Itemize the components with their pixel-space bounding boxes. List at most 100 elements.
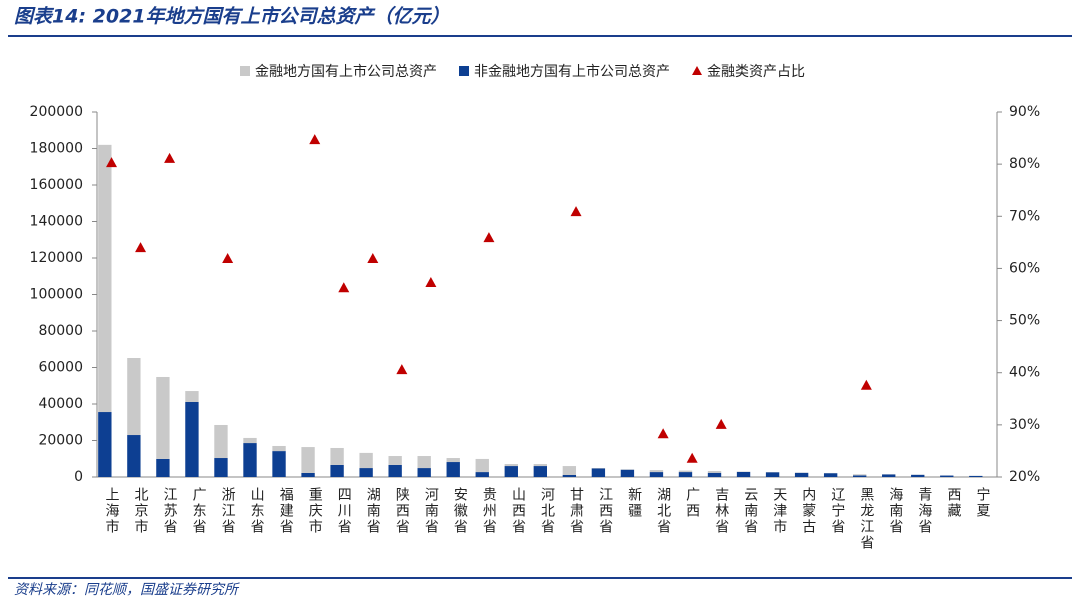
bar xyxy=(592,468,605,477)
bar xyxy=(563,466,576,475)
x-tick-label: 甘肃省 xyxy=(568,487,584,535)
x-tick-label: 陕西省 xyxy=(394,487,410,535)
y2-tick-label: 40% xyxy=(1009,365,1040,381)
bar xyxy=(359,468,372,477)
bar xyxy=(853,474,866,475)
y-tick-label: 200000 xyxy=(30,104,83,120)
x-tick-label: 辽宁省 xyxy=(829,487,845,535)
bar xyxy=(156,459,169,477)
bar xyxy=(301,473,314,477)
y-tick-label: 180000 xyxy=(30,141,83,157)
bar xyxy=(272,451,285,477)
x-tick-label: 上海市 xyxy=(104,487,120,535)
x-tick-label: 浙江省 xyxy=(220,487,236,535)
marker xyxy=(571,206,582,216)
legend-label: 非金融地方国有上市公司总资产 xyxy=(474,63,670,80)
y2-tick-label: 80% xyxy=(1009,156,1040,172)
bar xyxy=(853,475,866,477)
bar xyxy=(679,472,692,477)
x-tick-label: 湖南省 xyxy=(365,487,381,535)
x-tick-label: 贵州省 xyxy=(481,487,497,535)
bar xyxy=(737,472,750,477)
y2-tick-label: 90% xyxy=(1009,104,1040,120)
legend-label: 金融类资产占比 xyxy=(707,64,805,80)
marker xyxy=(861,380,872,390)
bar xyxy=(301,447,314,473)
source: 资料来源：同花顺，国盛证券研究所 xyxy=(14,582,240,598)
bar xyxy=(127,435,140,477)
x-tick-label: 山东省 xyxy=(249,487,265,535)
bar xyxy=(679,471,692,472)
marker xyxy=(396,364,407,374)
x-tick-label: 福建省 xyxy=(278,487,294,535)
bar xyxy=(911,475,924,477)
y-tick-label: 20000 xyxy=(38,433,83,449)
bar xyxy=(272,446,285,451)
bar xyxy=(969,476,982,477)
x-tick-label: 宁夏 xyxy=(974,486,990,519)
x-tick-label: 广东省 xyxy=(191,487,207,535)
x-tick-label: 山西省 xyxy=(510,487,526,535)
bar xyxy=(882,474,895,477)
chart-title: 图表14: 2021年地方国有上市公司总资产（亿元） xyxy=(14,6,450,28)
bar xyxy=(476,459,489,472)
bar xyxy=(534,466,547,477)
marker xyxy=(338,282,349,292)
x-tick-label: 安徽省 xyxy=(452,487,468,535)
bar xyxy=(418,468,431,477)
marker xyxy=(222,253,233,263)
bar xyxy=(243,443,256,477)
y-tick-label: 40000 xyxy=(38,396,83,412)
x-tick-label: 江西省 xyxy=(597,487,613,535)
bar xyxy=(243,438,256,443)
bar xyxy=(824,473,837,477)
bar xyxy=(330,465,343,477)
bar xyxy=(447,458,460,462)
marker xyxy=(483,232,494,242)
marker xyxy=(687,453,698,463)
bar xyxy=(185,402,198,477)
bar xyxy=(505,466,518,477)
bar xyxy=(185,391,198,402)
bar xyxy=(766,472,779,477)
x-tick-label: 江苏省 xyxy=(162,487,178,535)
bar xyxy=(505,464,518,466)
y-tick-label: 60000 xyxy=(38,360,83,376)
bar xyxy=(330,448,343,465)
y-tick-label: 120000 xyxy=(30,250,83,266)
x-tick-label: 北京市 xyxy=(133,487,149,535)
bar xyxy=(418,456,431,468)
y2-tick-label: 50% xyxy=(1009,313,1040,329)
bar xyxy=(621,470,634,477)
y2-tick-label: 70% xyxy=(1009,208,1040,224)
bar xyxy=(940,476,953,477)
bar xyxy=(156,377,169,459)
bar xyxy=(214,425,227,458)
bar xyxy=(650,470,663,472)
bar xyxy=(359,453,372,468)
marker xyxy=(716,419,727,429)
bar xyxy=(534,464,547,466)
marker xyxy=(425,277,436,287)
legend-swatch xyxy=(459,66,469,76)
bar xyxy=(214,458,227,477)
bar xyxy=(563,475,576,477)
bar xyxy=(708,471,721,473)
y2-tick-label: 30% xyxy=(1009,417,1040,433)
legend-swatch xyxy=(692,66,702,75)
bar xyxy=(650,472,663,477)
legend-swatch xyxy=(240,66,250,76)
legend-label: 金融地方国有上市公司总资产 xyxy=(255,63,437,80)
bar xyxy=(708,473,721,477)
marker xyxy=(309,134,320,144)
x-tick-label: 新疆 xyxy=(626,487,642,519)
bar xyxy=(388,456,401,465)
y-tick-label: 100000 xyxy=(30,287,83,303)
x-tick-label: 海南省 xyxy=(887,487,903,535)
x-tick-label: 黑龙江省 xyxy=(858,487,874,551)
bar xyxy=(127,358,140,435)
y-tick-label: 140000 xyxy=(30,214,83,230)
x-tick-label: 广西 xyxy=(684,487,700,519)
x-tick-label: 吉林省 xyxy=(713,487,729,535)
